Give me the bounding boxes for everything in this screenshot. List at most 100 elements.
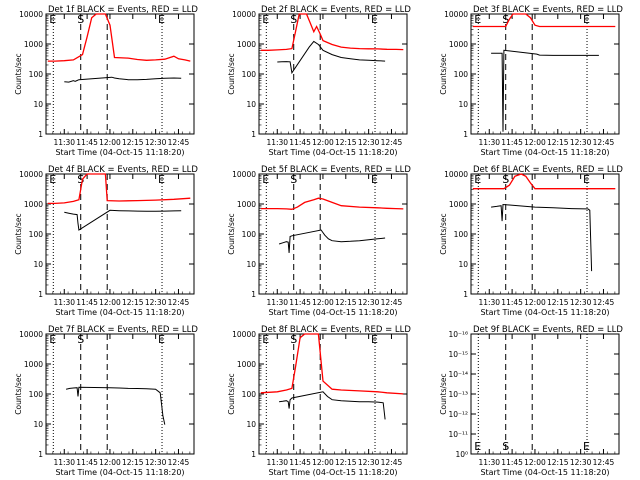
- marker-e-label: E: [158, 173, 165, 186]
- marker-e-label: E: [262, 173, 269, 186]
- x-tick-label: 12:15: [335, 458, 357, 467]
- marker-s-label: S: [502, 13, 509, 26]
- series-events-line: [278, 229, 386, 253]
- y-tick-label: 10⁻¹⁵: [448, 350, 468, 359]
- x-tick-label: 11:45: [76, 458, 98, 467]
- x-tick-label: 12:15: [122, 458, 144, 467]
- x-tick-label: 11:30: [478, 458, 500, 467]
- plot-frame: [258, 173, 408, 295]
- marker-s-label: S: [502, 173, 509, 186]
- panel-det-5f: Det 5f BLACK = Events, RED = LLD 1 10 100 10…: [227, 165, 411, 317]
- plot-frame: [258, 333, 408, 455]
- y-tick-label: 10000: [19, 330, 43, 339]
- marker-s-label: S: [502, 440, 509, 453]
- x-tick-label: 11:30: [53, 298, 75, 307]
- x-tick-label: 12:45: [593, 298, 615, 307]
- x-axis-label: Start Time (04-Oct-15 11:18:20): [268, 468, 397, 477]
- plot-frame: [470, 173, 620, 295]
- x-tick-label: 12:30: [358, 138, 380, 147]
- y-tick-label: 10: [246, 100, 256, 109]
- panel-title: Det 8f BLACK = Events, RED = LLD: [261, 325, 411, 335]
- series-lld-line: [472, 173, 616, 190]
- panel-title: Det 2f BLACK = Events, RED = LLD: [261, 5, 411, 15]
- series-lld-line: [47, 173, 191, 205]
- y-tick-label: 10: [33, 100, 43, 109]
- x-tick-label: 12:00: [312, 458, 334, 467]
- y-tick-label: 1: [463, 290, 468, 299]
- y-tick-label: 1: [251, 130, 256, 139]
- y-tick-label: 1: [38, 450, 43, 459]
- y-tick-label: 10000: [19, 170, 43, 179]
- y-tick-label: 1000: [237, 200, 256, 209]
- x-tick-label: 11:45: [76, 138, 98, 147]
- y-tick-label: 1000: [449, 40, 468, 49]
- y-tick-label: 10: [33, 260, 43, 269]
- panel-title: Det 3f BLACK = Events, RED = LLD: [473, 5, 623, 15]
- y-tick-label: 100: [454, 70, 469, 79]
- marker-e-label: E: [371, 333, 378, 346]
- x-tick-label: 12:45: [593, 458, 615, 467]
- y-tick-label: 1: [38, 290, 43, 299]
- y-tick-label: 10000: [444, 10, 468, 19]
- x-axis-label: Start Time (04-Oct-15 11:18:20): [480, 148, 609, 157]
- y-tick-label: 10000: [232, 330, 256, 339]
- marker-s-label: S: [77, 333, 84, 346]
- y-tick-label: 100: [454, 230, 469, 239]
- plot-frame: [45, 13, 195, 135]
- x-tick-label: 12:00: [99, 138, 121, 147]
- x-tick-label: 12:15: [547, 458, 569, 467]
- x-axis-label: Start Time (04-Oct-15 11:18:20): [55, 148, 184, 157]
- panel-title: Det 4f BLACK = Events, RED = LLD: [48, 165, 198, 175]
- x-tick-label: 12:45: [381, 458, 403, 467]
- y-axis-label: Counts/sec: [14, 373, 23, 414]
- panel-det-9f: Det 9f BLACK = Events, RED = LLD 10⁰ 10⁻¹¹…: [439, 325, 623, 477]
- x-tick-label: 12:00: [99, 298, 121, 307]
- x-tick-label: 12:45: [168, 298, 190, 307]
- x-tick-label: 12:00: [312, 298, 334, 307]
- y-tick-label: 100: [242, 390, 257, 399]
- x-tick-label: 12:30: [358, 458, 380, 467]
- panel-title: Det 5f BLACK = Events, RED = LLD: [261, 165, 411, 175]
- panel-title: Det 9f BLACK = Events, RED = LLD: [473, 325, 623, 335]
- marker-e-label: E: [583, 173, 590, 186]
- x-tick-label: 12:30: [570, 298, 592, 307]
- panel-title: Det 7f BLACK = Events, RED = LLD: [48, 325, 198, 335]
- y-tick-label: 1000: [24, 360, 43, 369]
- x-tick-label: 12:15: [547, 138, 569, 147]
- y-tick-label: 10⁻¹¹: [448, 430, 468, 439]
- y-axis-label: Counts/sec: [227, 373, 236, 414]
- y-tick-label: 1000: [237, 360, 256, 369]
- marker-s-label: S: [77, 173, 84, 186]
- y-tick-label: 10⁰: [455, 450, 468, 459]
- x-tick-label: 12:00: [524, 138, 546, 147]
- plot-frame: [45, 333, 195, 455]
- x-axis-label: Start Time (04-Oct-15 11:18:20): [55, 468, 184, 477]
- x-axis-label: Start Time (04-Oct-15 11:18:20): [480, 308, 609, 317]
- panel-det-6f: Det 6f BLACK = Events, RED = LLD 1 10 100 10…: [439, 165, 623, 317]
- marker-e-label: E: [474, 440, 481, 453]
- y-tick-label: 10000: [232, 170, 256, 179]
- y-axis-label: Counts/sec: [14, 213, 23, 254]
- x-tick-label: 11:30: [53, 138, 75, 147]
- y-tick-label: 100: [242, 230, 257, 239]
- y-tick-label: 1000: [24, 40, 43, 49]
- x-tick-label: 11:30: [53, 458, 75, 467]
- y-tick-label: 10⁻¹³: [448, 390, 468, 399]
- y-tick-label: 1000: [24, 200, 43, 209]
- y-tick-label: 1: [38, 130, 43, 139]
- series-events-line: [65, 386, 166, 425]
- series-events-line: [491, 203, 593, 272]
- marker-s-label: S: [290, 13, 297, 26]
- y-tick-label: 10⁻¹²: [448, 410, 468, 419]
- x-tick-label: 12:15: [547, 298, 569, 307]
- panel-title: Det 6f BLACK = Events, RED = LLD: [473, 165, 623, 175]
- marker-e-label: E: [474, 13, 481, 26]
- marker-e-label: E: [262, 13, 269, 26]
- x-tick-label: 12:00: [99, 458, 121, 467]
- plot-frame: [258, 13, 408, 135]
- marker-e-label: E: [158, 333, 165, 346]
- x-tick-label: 12:00: [524, 298, 546, 307]
- panel-det-8f: Det 8f BLACK = Events, RED = LLD 1 10 100 10…: [227, 325, 411, 477]
- series-events-line: [64, 209, 182, 231]
